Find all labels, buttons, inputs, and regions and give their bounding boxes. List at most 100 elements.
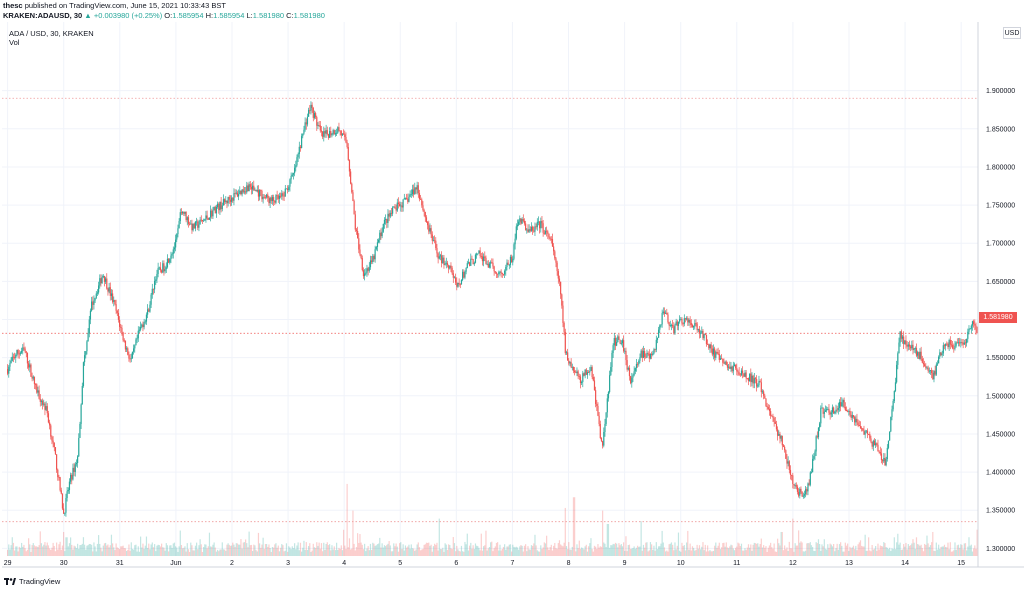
candle: [716, 348, 718, 355]
volume-bar: [725, 542, 727, 556]
x-tick-label: 9: [623, 560, 627, 567]
volume-bar: [754, 543, 757, 556]
candle: [948, 338, 950, 351]
candle: [294, 164, 296, 177]
candle: [521, 217, 523, 224]
candle: [976, 326, 978, 334]
volume-bar: [638, 546, 640, 556]
volume-bar: [834, 551, 836, 556]
volume-bar: [499, 544, 501, 556]
volume-bar: [502, 546, 505, 556]
candle: [791, 474, 793, 481]
volume-bar: [814, 551, 816, 556]
candle: [686, 316, 688, 321]
volume-bar: [260, 547, 262, 556]
volume-bar: [922, 551, 925, 556]
candle: [631, 372, 633, 388]
candle: [950, 339, 953, 348]
candle: [439, 253, 442, 261]
candle: [705, 334, 708, 347]
candle: [50, 423, 52, 440]
volume-bar: [168, 551, 170, 556]
candle: [581, 380, 583, 385]
volume-bar: [256, 551, 258, 556]
candle: [128, 351, 130, 362]
volume-bar: [820, 550, 822, 556]
volume-bar: [779, 545, 781, 556]
volume-bar: [880, 546, 883, 556]
candle: [483, 253, 485, 267]
author-name[interactable]: thesc: [3, 1, 23, 10]
candle: [470, 253, 472, 267]
volume-bar: [140, 536, 142, 556]
volume-bar: [749, 547, 751, 556]
x-tick-label: 15: [957, 560, 965, 567]
volume-bar: [974, 545, 976, 556]
volume-bar: [521, 545, 523, 556]
volume-bar: [890, 550, 892, 556]
volume-bar: [676, 545, 678, 556]
volume-bar: [558, 540, 561, 556]
volume-bar: [425, 542, 428, 556]
tradingview-logo[interactable]: TradingView: [4, 575, 60, 587]
candle: [575, 370, 577, 374]
volume-bar: [334, 550, 337, 556]
volume-bar: [289, 547, 291, 556]
candle: [801, 491, 803, 497]
candle: [325, 124, 327, 138]
candle: [696, 322, 698, 333]
candle: [213, 206, 215, 211]
volume-bar: [392, 551, 394, 556]
y-tick-label: 1.750000: [986, 203, 1015, 210]
volume-bar: [632, 548, 634, 556]
volume-bar: [572, 497, 575, 556]
candle: [150, 293, 152, 309]
volume-bar: [478, 547, 480, 556]
candle: [466, 260, 468, 269]
candle: [786, 453, 788, 469]
candle: [509, 254, 512, 268]
candle: [590, 364, 592, 372]
volume-bar: [418, 547, 421, 556]
volume-bar: [15, 546, 17, 556]
volume-bar: [362, 549, 365, 556]
candle: [522, 214, 524, 223]
volume-bar: [17, 551, 19, 556]
candle: [193, 222, 195, 229]
candle: [70, 472, 72, 485]
candle: [787, 456, 789, 467]
candle: [54, 446, 57, 455]
candle: [733, 362, 736, 367]
volume-bar: [822, 546, 824, 556]
volume-bar: [399, 543, 401, 556]
volume-bar: [864, 534, 866, 556]
volume-bar: [177, 551, 179, 556]
volume-bar: [543, 542, 545, 556]
volume-bar: [729, 546, 731, 556]
candle: [815, 434, 817, 457]
candle: [617, 334, 619, 343]
volume-bar: [215, 551, 218, 556]
volume-bar: [544, 543, 547, 556]
volume-bar: [204, 544, 206, 556]
candle: [638, 359, 640, 367]
candle: [401, 202, 403, 213]
volume-bar: [746, 547, 748, 556]
volume-bar: [679, 550, 681, 556]
candle: [393, 206, 395, 208]
candle: [481, 252, 484, 266]
candle: [176, 233, 178, 243]
candle: [72, 463, 74, 481]
candle: [779, 431, 781, 444]
currency-button[interactable]: USD: [1003, 27, 1021, 39]
candle: [893, 390, 895, 404]
volume-bar: [155, 551, 157, 556]
candle: [718, 349, 720, 363]
candle: [726, 361, 729, 371]
volume-bar: [92, 551, 94, 556]
candle: [540, 217, 542, 233]
candle: [331, 132, 333, 138]
volume-bar: [828, 547, 830, 556]
volume-bar: [381, 543, 383, 556]
